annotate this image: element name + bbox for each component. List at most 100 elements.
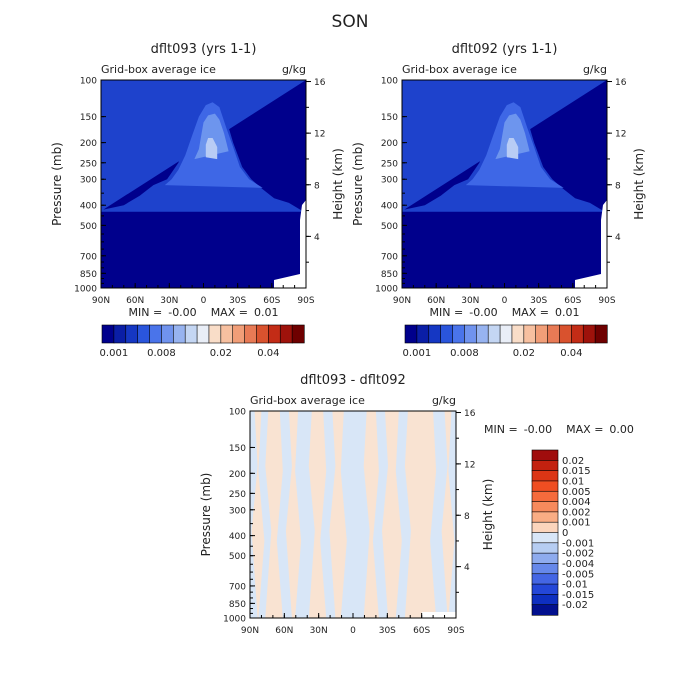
colorbar-swatch: [531, 521, 559, 534]
colorbar-swatch: [531, 470, 559, 482]
colorbar-label: 0.001: [403, 348, 432, 359]
units-label: g/kg: [432, 394, 456, 407]
contour-level-0.04: [495, 113, 530, 160]
colorbar-swatch: [571, 324, 584, 344]
y-tick-label: 1000: [375, 285, 398, 295]
y-tick-label: 500: [229, 552, 246, 562]
y2-axis-label: Height (km): [481, 479, 495, 550]
panel-dflt092: dflt092 (yrs 1-1) Grid-box average ice g/k…: [351, 42, 646, 359]
plot-area: [250, 411, 456, 618]
stats-min-value: -0.00: [469, 306, 497, 319]
panel-dflt093: dflt093 (yrs 1-1) Grid-box average ice g/k…: [50, 42, 345, 359]
y-tick-label: 100: [381, 77, 398, 87]
positive-difference-band: [251, 411, 265, 618]
panel-title: dflt093 (yrs 1-1): [151, 42, 257, 57]
colorbar-label: -0.01: [562, 580, 588, 591]
colorbar-swatch: [531, 594, 559, 606]
x-tick-label: 0: [201, 296, 207, 306]
min-max-stats: MIN = -0.00 MAX = 0.01: [430, 306, 580, 319]
y-tick-label: 1000: [223, 615, 246, 625]
positive-difference-band: [308, 411, 327, 618]
x-tick-label: 90S: [598, 296, 615, 306]
y2-tick-label: 8: [314, 181, 320, 191]
x-tick-label: 0: [350, 626, 356, 636]
y-tick-label: 100: [229, 408, 246, 418]
colorbar-swatch: [535, 324, 549, 344]
x-tick-label: 90N: [393, 296, 411, 306]
colorbar-swatch: [208, 324, 222, 344]
y-tick-label: 850: [80, 270, 97, 280]
colorbar-label: -0.001: [562, 538, 594, 549]
y2-tick-label: 4: [464, 563, 470, 573]
colorbar-swatch: [416, 324, 430, 344]
colorbar-swatch: [531, 480, 559, 492]
stats-max-label: MAX =: [211, 306, 248, 319]
y-axis-label: Pressure (mb): [50, 142, 64, 226]
colorbar-swatch: [428, 324, 442, 344]
positive-difference-band: [363, 411, 379, 618]
x-tick-label: 90N: [92, 296, 110, 306]
colorbar-label: 0.02: [210, 348, 232, 359]
y-tick-label: 400: [80, 202, 97, 212]
y2-tick-label: 4: [615, 233, 621, 243]
y-tick-label: 700: [80, 252, 97, 262]
y-tick-label: 250: [80, 159, 97, 169]
y2-tick-label: 16: [615, 78, 627, 88]
colorbar-swatch: [137, 324, 151, 344]
positive-difference-band: [285, 411, 302, 618]
stats-min-label: MIN =: [484, 423, 518, 436]
plot-area: [402, 80, 607, 288]
y2-tick-label: 12: [615, 130, 626, 140]
positive-difference-band: [265, 411, 283, 618]
y-tick-label: 250: [381, 159, 398, 169]
x-tick-label: 30N: [160, 296, 178, 306]
stats-max-value: 0.01: [555, 306, 580, 319]
y-tick-label: 300: [80, 176, 97, 186]
colorbar-swatch: [184, 324, 198, 344]
colorbar-label: 0.001: [562, 518, 591, 529]
colorbar-swatch: [149, 324, 163, 344]
colorbar-label: -0.02: [562, 600, 588, 611]
y-tick-label: 200: [80, 139, 97, 149]
colorbar-swatch: [464, 324, 477, 344]
y-axis-label: Pressure (mb): [351, 142, 365, 226]
colorbar-swatch: [101, 324, 115, 344]
stats-max-value: 0.01: [254, 306, 279, 319]
y-tick-label: 1000: [74, 285, 97, 295]
colorbar-label: -0.004: [562, 559, 594, 570]
colorbar-swatch: [161, 324, 174, 344]
y-tick-label: 150: [381, 113, 398, 123]
panel-title: dflt092 (yrs 1-1): [452, 42, 558, 57]
panel-subtitle: Grid-box average ice: [402, 63, 517, 76]
colorbar-swatch: [582, 324, 596, 344]
colorbar-swatch: [547, 324, 561, 344]
y-tick-label: 150: [229, 444, 246, 454]
y-tick-label: 850: [381, 270, 398, 280]
x-tick-label: 30N: [310, 626, 328, 636]
colorbar-swatch: [531, 449, 559, 461]
x-tick-label: 90S: [297, 296, 314, 306]
panel-title: dflt093 - dflt092: [300, 373, 406, 388]
stats-min-label: MIN =: [129, 306, 163, 319]
colorbar-label: 0.015: [562, 466, 591, 477]
y2-tick-label: 8: [464, 512, 470, 522]
colorbar-swatch: [523, 324, 537, 344]
missing-data-region: [274, 200, 306, 288]
missing-data-region: [422, 612, 456, 618]
y-tick-label: 250: [229, 490, 246, 500]
colorbar-swatch: [232, 324, 246, 344]
colorbar-swatch: [594, 324, 608, 344]
colorbar-swatch: [531, 501, 559, 513]
colorbar-swatch: [531, 532, 559, 544]
y-tick-label: 300: [381, 176, 398, 186]
positive-difference-band: [404, 411, 437, 618]
colorbar-swatch: [404, 324, 418, 344]
y-tick-label: 200: [229, 470, 246, 480]
units-label: g/kg: [583, 63, 607, 76]
colorbar-label: -0.002: [562, 549, 594, 560]
colorbar-swatch: [531, 604, 559, 616]
y2-axis-label: Height (km): [331, 148, 345, 219]
colorbar-swatch: [440, 324, 454, 344]
colorbar-label: 0.04: [560, 348, 582, 359]
